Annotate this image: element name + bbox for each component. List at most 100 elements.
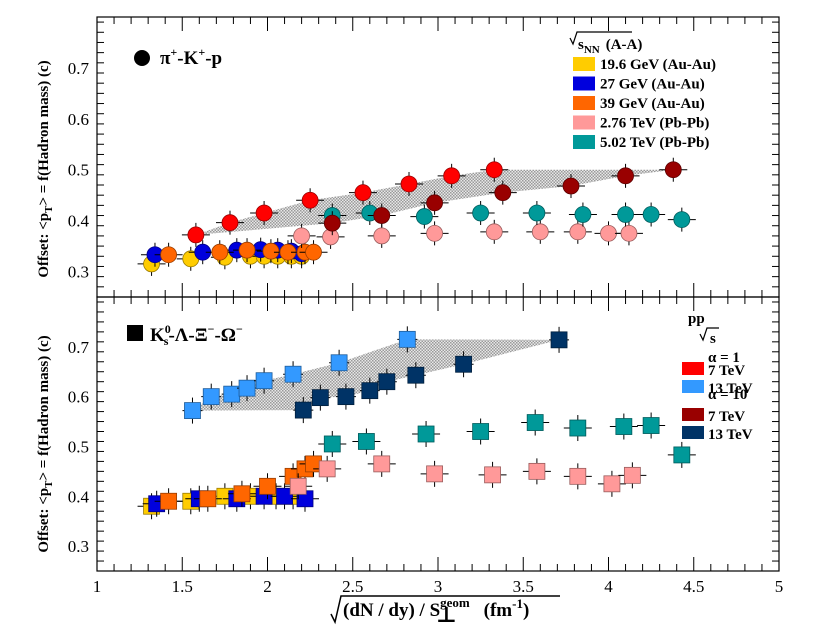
y-tick-label: 0.6 <box>68 388 89 407</box>
marker-square <box>199 490 217 508</box>
legend-label: 19.6 GeV (Au-Au) <box>600 57 716 73</box>
legend-pp-alpha10: α = 10 <box>708 387 747 403</box>
marker-circle <box>600 224 617 242</box>
data-point <box>329 349 350 376</box>
marker-circle <box>323 214 341 232</box>
data-point <box>193 485 222 512</box>
marker-square <box>357 433 375 450</box>
x-axis-label-text: (dN / dy) / Sgeom⊥ (fm-1) <box>343 595 529 627</box>
legend-swatch <box>573 115 595 130</box>
data-point <box>522 201 551 225</box>
marker-square <box>184 402 201 419</box>
data-point <box>488 180 517 205</box>
data-point <box>526 219 555 244</box>
marker-circle <box>211 243 229 261</box>
marker-circle <box>305 243 322 261</box>
marker-square <box>623 466 641 484</box>
y-tick-label: 0.3 <box>68 263 89 282</box>
marker-square <box>407 366 425 384</box>
marker-circle <box>443 167 461 185</box>
marker-circle <box>664 161 682 179</box>
marker-square <box>233 485 251 503</box>
y-tick-label: 0.5 <box>68 161 89 180</box>
data-point <box>420 190 449 215</box>
y-tick-label: 0.6 <box>68 110 89 129</box>
marker-square <box>603 475 621 493</box>
marker-circle <box>569 223 587 241</box>
marker-square <box>398 330 416 348</box>
marker-square <box>642 417 660 434</box>
y-tick-label: 0.7 <box>68 338 90 357</box>
data-point <box>549 326 570 353</box>
data-point <box>335 383 356 410</box>
bottom-panel: 0.3 0.4 0.5 0.6 0.7 1 1.5 2 2.5 3 3.5 4 4.5 5 K0 s-Λ-Ξ… <box>68 296 783 596</box>
marker-circle <box>160 246 178 264</box>
marker-circle <box>426 224 443 242</box>
x-tick-label: 3.5 <box>513 577 534 596</box>
data-point <box>594 221 623 246</box>
data-point <box>563 463 592 490</box>
marker-square <box>311 389 329 407</box>
marker-square <box>484 466 501 484</box>
data-point <box>405 362 426 389</box>
marker-circle <box>485 223 503 241</box>
marker-square <box>569 467 587 485</box>
data-point <box>154 242 183 267</box>
marker-circle <box>617 167 634 185</box>
legend-label: 7 TeV <box>708 363 745 379</box>
marker-circle <box>485 161 503 179</box>
data-point <box>637 412 666 439</box>
data-point <box>253 473 282 500</box>
marker-square <box>673 446 691 464</box>
data-point <box>437 163 466 188</box>
marker-square <box>238 379 256 397</box>
marker-square <box>284 365 302 383</box>
x-tick-label: 1.5 <box>172 577 193 596</box>
marker-square <box>472 423 490 440</box>
legend-label: 13 TeV <box>708 427 753 443</box>
data-point <box>453 351 474 378</box>
marker-circle <box>373 207 391 224</box>
data-point <box>256 239 285 264</box>
marker-square <box>160 492 178 510</box>
data-point <box>352 428 381 455</box>
data-point <box>215 210 244 235</box>
data-point <box>563 415 592 442</box>
data-point <box>227 480 256 507</box>
legend-swatch <box>573 135 595 149</box>
marker-circle <box>562 177 580 195</box>
data-point <box>609 413 638 440</box>
marker-circle <box>574 206 592 223</box>
data-point <box>521 409 550 436</box>
data-point <box>293 397 314 424</box>
data-point <box>359 377 380 404</box>
marker-circle <box>255 204 273 222</box>
sqrt-sign-icon <box>699 327 719 342</box>
legend-label: 39 GeV (Au-Au) <box>600 96 705 112</box>
marker-circle <box>673 211 691 229</box>
marker-circle <box>426 194 443 212</box>
data-point <box>397 326 418 353</box>
marker-square <box>361 382 379 400</box>
data-point <box>376 368 397 395</box>
bottom-y-axis-label: Offset: <pT> = f(Hadron mass) (c) <box>36 335 55 552</box>
marker-square <box>426 465 443 483</box>
data-point <box>313 455 342 482</box>
data-point <box>420 460 449 487</box>
legend-swatch <box>573 76 595 91</box>
data-point <box>478 461 507 488</box>
data-point <box>563 219 592 244</box>
data-point <box>556 174 585 199</box>
data-point <box>296 188 325 213</box>
data-point <box>270 483 299 510</box>
data-point <box>667 441 696 468</box>
circle-marker-icon <box>134 50 150 66</box>
data-point <box>299 240 328 265</box>
marker-square <box>318 460 336 478</box>
legend-label: 5.02 TeV (Pb-Pb) <box>600 135 709 151</box>
y-tick-label: 0.5 <box>68 437 89 456</box>
marker-circle <box>400 175 418 193</box>
marker-square <box>276 487 293 505</box>
marker-square <box>255 372 273 390</box>
data-point <box>568 202 597 227</box>
